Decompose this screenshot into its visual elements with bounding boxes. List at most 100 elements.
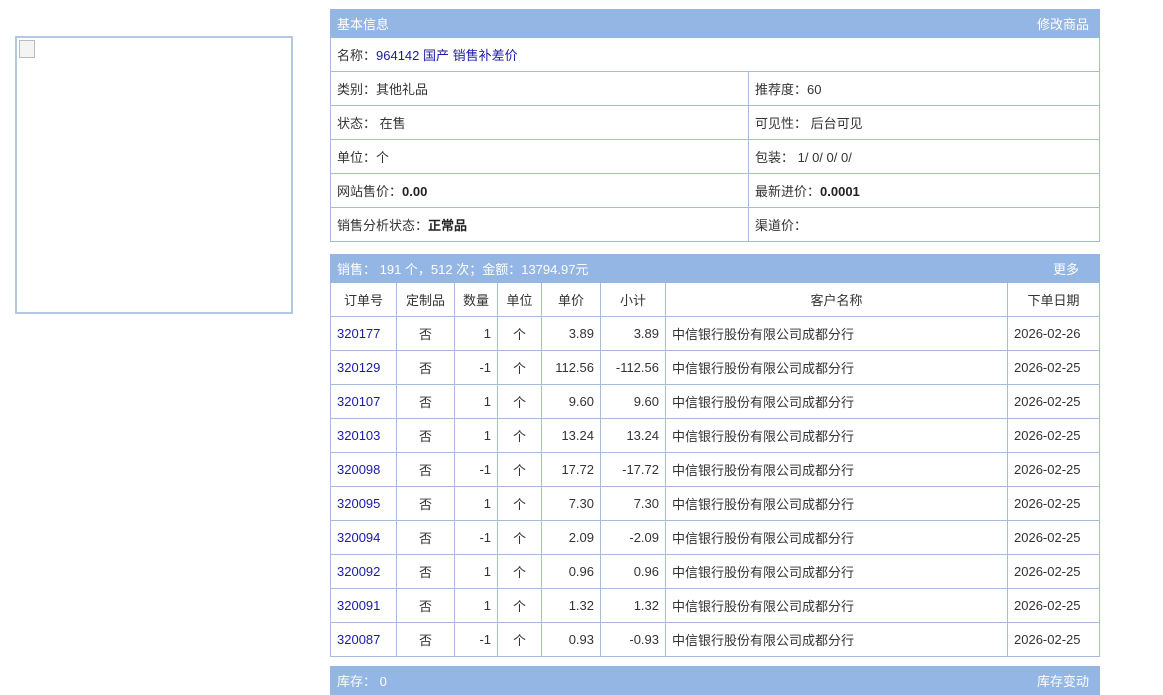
- table-row: 320103 否 1 个 13.24 13.24 中信银行股份有限公司成都分行 2026-02…: [330, 418, 1100, 453]
- edit-product-link[interactable]: 修改商品: [1036, 17, 1089, 32]
- table-cell: 个: [497, 350, 542, 385]
- column-header: 定制品: [396, 282, 455, 317]
- order-link[interactable]: 320177: [337, 326, 381, 341]
- table-cell: 否: [396, 452, 455, 487]
- order-link[interactable]: 320092: [337, 564, 381, 579]
- order-link[interactable]: 320087: [337, 632, 381, 647]
- info-row: 状态： 在售 可见性： 后台可见: [330, 105, 1100, 140]
- table-cell: 否: [396, 622, 455, 657]
- info-cell: 渠道价：: [748, 207, 1100, 242]
- basic-info-table: 基本信息 修改商品 名称：964142 国产 销售补差价 类别：其他礼品 推荐度：6…: [330, 9, 1100, 242]
- table-cell: 2026-02-25: [1007, 486, 1100, 521]
- info-row: 网站售价：0.00 最新进价：0.0001: [330, 173, 1100, 208]
- table-cell: 中信银行股份有限公司成都分行: [665, 520, 1008, 555]
- info-value: 60: [807, 82, 822, 97]
- column-header: 客户名称: [665, 282, 1008, 317]
- table-cell: 1: [454, 486, 498, 521]
- info-cell: 状态： 在售: [330, 105, 749, 140]
- table-row: 320095 否 1 个 7.30 7.30 中信银行股份有限公司成都分行 2026-02-2…: [330, 486, 1100, 521]
- broken-image-icon: [19, 40, 35, 58]
- order-cell: 320103: [330, 418, 397, 453]
- table-row: 320177 否 1 个 3.89 3.89 中信银行股份有限公司成都分行 2026-02-2…: [330, 316, 1100, 351]
- table-cell: 13.24: [541, 418, 601, 453]
- table-row: 320129 否 -1 个 112.56 -112.56 中信银行股份有限公司成都分行 202…: [330, 350, 1100, 385]
- table-cell: 7.30: [541, 486, 601, 521]
- info-row: 销售分析状态：正常品 渠道价：: [330, 207, 1100, 242]
- column-header: 单价: [541, 282, 601, 317]
- info-cell: 网站售价：0.00: [330, 173, 749, 208]
- table-cell: 中信银行股份有限公司成都分行: [665, 622, 1008, 657]
- order-link[interactable]: 320098: [337, 462, 381, 477]
- table-cell: -17.72: [600, 452, 666, 487]
- info-label: 最新进价：: [755, 184, 821, 199]
- info-value: 正常品: [428, 218, 468, 233]
- table-cell: 2026-02-25: [1007, 588, 1100, 623]
- sales-summary: 销售： 191 个，512 次；金额：13794.97元: [337, 262, 589, 277]
- table-cell: 中信银行股份有限公司成都分行: [665, 486, 1008, 521]
- table-cell: 2026-02-25: [1007, 520, 1100, 555]
- table-cell: 0.93: [541, 622, 601, 657]
- info-label: 状态：: [337, 116, 377, 131]
- table-row: 320094 否 -1 个 2.09 -2.09 中信银行股份有限公司成都分行 2026-02…: [330, 520, 1100, 555]
- sales-table: 销售： 191 个，512 次；金额：13794.97元 更多 订单号 定制品 数量单…: [330, 254, 1100, 657]
- table-cell: 否: [396, 486, 455, 521]
- stock-change-link[interactable]: 库存变动: [1036, 674, 1089, 689]
- table-cell: 否: [396, 418, 455, 453]
- table-row: 320098 否 -1 个 17.72 -17.72 中信银行股份有限公司成都分行 2026-…: [330, 452, 1100, 487]
- name-label: 名称：: [337, 48, 377, 63]
- table-cell: 17.72: [541, 452, 601, 487]
- info-value: 后台可见: [807, 116, 863, 131]
- info-cell: 销售分析状态：正常品: [330, 207, 749, 242]
- order-link[interactable]: 320094: [337, 530, 381, 545]
- info-cell: 推荐度：60: [748, 71, 1100, 106]
- info-value: 个: [376, 150, 390, 165]
- order-link[interactable]: 320103: [337, 428, 381, 443]
- order-cell: 320107: [330, 384, 397, 419]
- table-cell: 1.32: [541, 588, 601, 623]
- table-cell: 1: [454, 418, 498, 453]
- table-cell: 个: [497, 418, 542, 453]
- table-cell: 个: [497, 622, 542, 657]
- sales-header: 销售： 191 个，512 次；金额：13794.97元 更多: [330, 254, 1100, 283]
- info-label: 渠道价：: [755, 218, 808, 233]
- order-link[interactable]: 320129: [337, 360, 381, 375]
- order-cell: 320091: [330, 588, 397, 623]
- table-cell: 中信银行股份有限公司成都分行: [665, 452, 1008, 487]
- table-cell: 2026-02-25: [1007, 554, 1100, 589]
- name-row: 名称：964142 国产 销售补差价: [330, 37, 1100, 72]
- stock-table: 库存： 0 库存变动: [330, 666, 1100, 695]
- info-cell: 类别：其他礼品: [330, 71, 749, 106]
- order-link[interactable]: 320095: [337, 496, 381, 511]
- table-cell: 个: [497, 384, 542, 419]
- table-cell: 否: [396, 316, 455, 351]
- table-cell: 个: [497, 452, 542, 487]
- table-cell: -112.56: [600, 350, 666, 385]
- info-cell: 单位：个: [330, 139, 749, 174]
- order-link[interactable]: 320107: [337, 394, 381, 409]
- table-cell: 中信银行股份有限公司成都分行: [665, 588, 1008, 623]
- basic-info-header: 基本信息 修改商品: [330, 9, 1100, 38]
- product-name-link[interactable]: 964142 国产 销售补差价: [376, 48, 518, 63]
- table-cell: 13.24: [600, 418, 666, 453]
- order-link[interactable]: 320091: [337, 598, 381, 613]
- info-label: 可见性：: [755, 116, 808, 131]
- table-cell: 2026-02-25: [1007, 350, 1100, 385]
- order-cell: 320094: [330, 520, 397, 555]
- table-cell: -1: [454, 622, 498, 657]
- more-link[interactable]: 更多: [1052, 262, 1079, 277]
- product-image: [15, 36, 293, 314]
- info-cell: 最新进价：0.0001: [748, 173, 1100, 208]
- column-header: 单位: [497, 282, 542, 317]
- table-cell: 否: [396, 588, 455, 623]
- table-row: 320087 否 -1 个 0.93 -0.93 中信银行股份有限公司成都分行 2026-02…: [330, 622, 1100, 657]
- table-cell: -1: [454, 520, 498, 555]
- info-value: 1/ 0/ 0/ 0/: [794, 150, 852, 165]
- table-cell: 否: [396, 520, 455, 555]
- table-row: 320092 否 1 个 0.96 0.96 中信银行股份有限公司成都分行 2026-02-2…: [330, 554, 1100, 589]
- info-value: 0.0001: [820, 184, 860, 199]
- stock-summary: 库存： 0: [337, 674, 387, 689]
- table-cell: 9.60: [541, 384, 601, 419]
- table-cell: 个: [497, 486, 542, 521]
- table-cell: 中信银行股份有限公司成都分行: [665, 316, 1008, 351]
- info-label: 包装：: [755, 150, 795, 165]
